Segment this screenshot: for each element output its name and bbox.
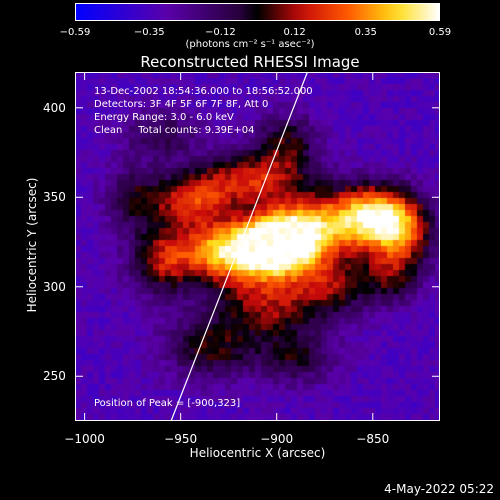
colorbar-tick-label: 0.12 xyxy=(283,27,306,38)
info-peak-position: Position of Peak = [-900,323] xyxy=(94,398,241,409)
x-axis-label: Heliocentric X (arcsec) xyxy=(189,446,326,460)
info-detectors: Detectors: 3F 4F 5F 6F 7F 8F, Att 0 xyxy=(94,99,269,110)
colorbar-tick-label: −0.59 xyxy=(59,27,91,38)
colorbar-tick-label: 0.59 xyxy=(428,27,452,38)
x-tick-label: −850 xyxy=(356,432,390,446)
y-axis-label: Heliocentric Y (arcsec) xyxy=(25,177,39,313)
x-tick-label: −1000 xyxy=(64,432,105,446)
colorbar-tick-label: −0.12 xyxy=(205,27,236,38)
x-tick-label: −900 xyxy=(260,432,294,446)
info-energy-range: Energy Range: 3.0 - 6.0 keV xyxy=(94,112,234,123)
colorbar xyxy=(75,3,440,21)
heatmap-image xyxy=(75,72,440,421)
x-tick-label: −950 xyxy=(164,432,198,446)
colorbar-units: (photons cm⁻² s⁻¹ asec⁻²) xyxy=(185,39,315,50)
y-tick-label: 250 xyxy=(43,369,66,384)
info-clean-counts: Clean Total counts: 9.39E+04 xyxy=(94,125,255,136)
info-time-range: 13-Dec-2002 18:54:36.000 to 18:56:52.000 xyxy=(94,86,313,97)
colorbar-tick-label: −0.35 xyxy=(133,27,165,38)
y-tick-label: 350 xyxy=(43,190,66,205)
y-tick-label: 300 xyxy=(43,279,66,294)
chart-title: Reconstructed RHESSI Image xyxy=(140,53,360,71)
plot-date: 4-May-2022 05:22 xyxy=(384,482,494,496)
colorbar-tick-label: 0.35 xyxy=(354,27,377,38)
y-tick-label: 400 xyxy=(43,100,66,115)
heatmap-plot xyxy=(75,72,440,421)
solar-limb-line xyxy=(170,71,309,422)
